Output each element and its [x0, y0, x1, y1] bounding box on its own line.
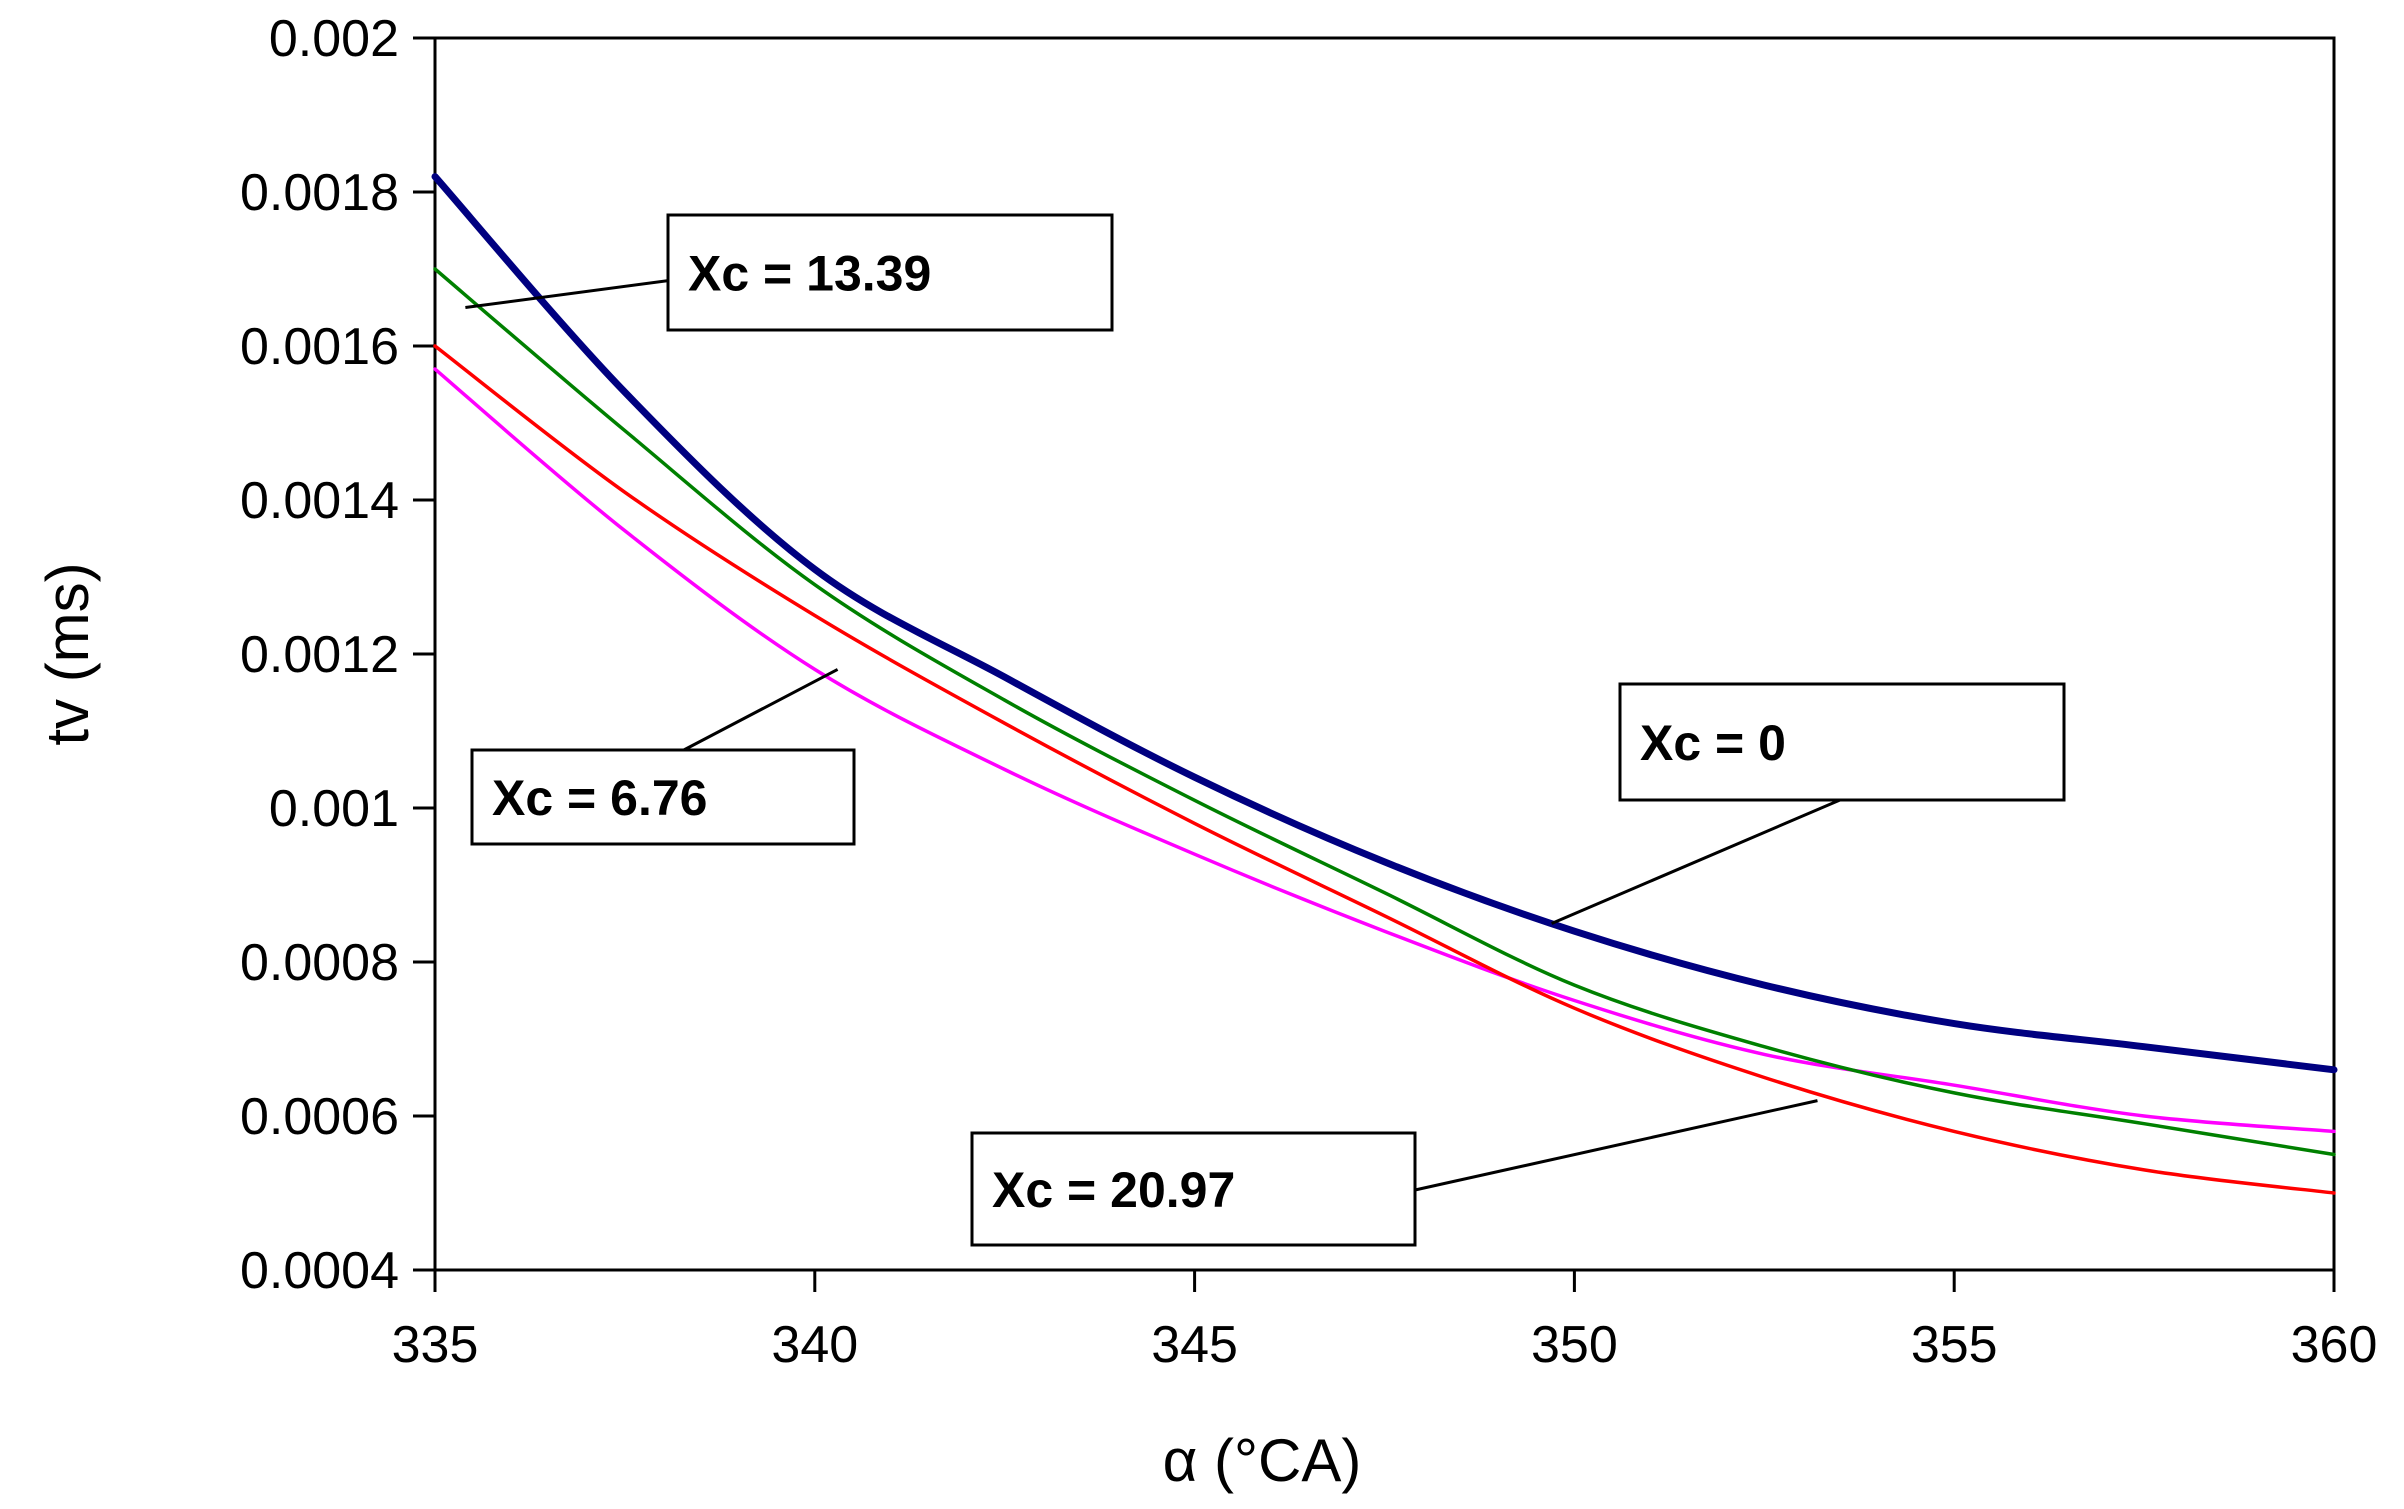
y-tick-label: 0.0008 — [240, 934, 399, 992]
callout-leader-line — [465, 276, 689, 309]
callout-box — [666, 213, 1114, 332]
callout-box — [470, 748, 856, 846]
callout-layer: Xc = 13.39 Xc = 6.76 Xc = 0 Xc = 20.97 — [465, 213, 2066, 1247]
y-tick-label: 0.0016 — [240, 318, 399, 376]
callout-leader-line — [1551, 798, 1841, 925]
y-tick-label: 0.0018 — [240, 164, 399, 222]
callout-box — [1618, 682, 2066, 802]
x-axis-title: α (°CA) — [1163, 1427, 1362, 1494]
callout-label-xc-13-39: Xc = 13.39 — [688, 246, 931, 302]
x-tick-label: 345 — [1151, 1316, 1238, 1374]
x-tick-label: 360 — [2291, 1316, 2378, 1374]
y-tick-label: 0.001 — [269, 780, 399, 838]
y-tick-label: 0.0006 — [240, 1088, 399, 1146]
y-tick-label: 0.0014 — [240, 472, 399, 530]
series-line-xc-13-39 — [433, 267, 2336, 1157]
series-line-xc-20-97 — [433, 367, 2336, 1134]
x-tick-label: 350 — [1531, 1316, 1618, 1374]
y-tick-label: 0.002 — [269, 10, 399, 68]
series-line-xc-6-76 — [433, 344, 2336, 1195]
series-line-xc-0 — [431, 173, 2338, 1074]
x-tick-label: 335 — [392, 1316, 479, 1374]
y-tick-label: 0.0004 — [240, 1242, 399, 1300]
callout-box — [970, 1131, 1417, 1247]
series-layer — [431, 173, 2338, 1195]
y-axis-title: tv (ms) — [34, 562, 101, 745]
x-tick-label: 355 — [1911, 1316, 1998, 1374]
y-axis-ticks: 0.0004 0.0006 0.0008 0.001 0.0012 0.0014 0.001… — [240, 10, 435, 1300]
callout-label-xc-6-76: Xc = 6.76 — [492, 770, 707, 826]
x-axis-ticks: 335 340 345 350 355 360 — [392, 1270, 2378, 1374]
callout-label-xc-20-97: Xc = 20.97 — [992, 1162, 1235, 1218]
callout-label-xc-0: Xc = 0 — [1640, 715, 1786, 771]
x-tick-label: 340 — [771, 1316, 858, 1374]
y-tick-label: 0.0012 — [240, 626, 399, 684]
callout-leader-line — [1414, 1099, 1818, 1192]
callout-leader-line — [679, 668, 839, 754]
